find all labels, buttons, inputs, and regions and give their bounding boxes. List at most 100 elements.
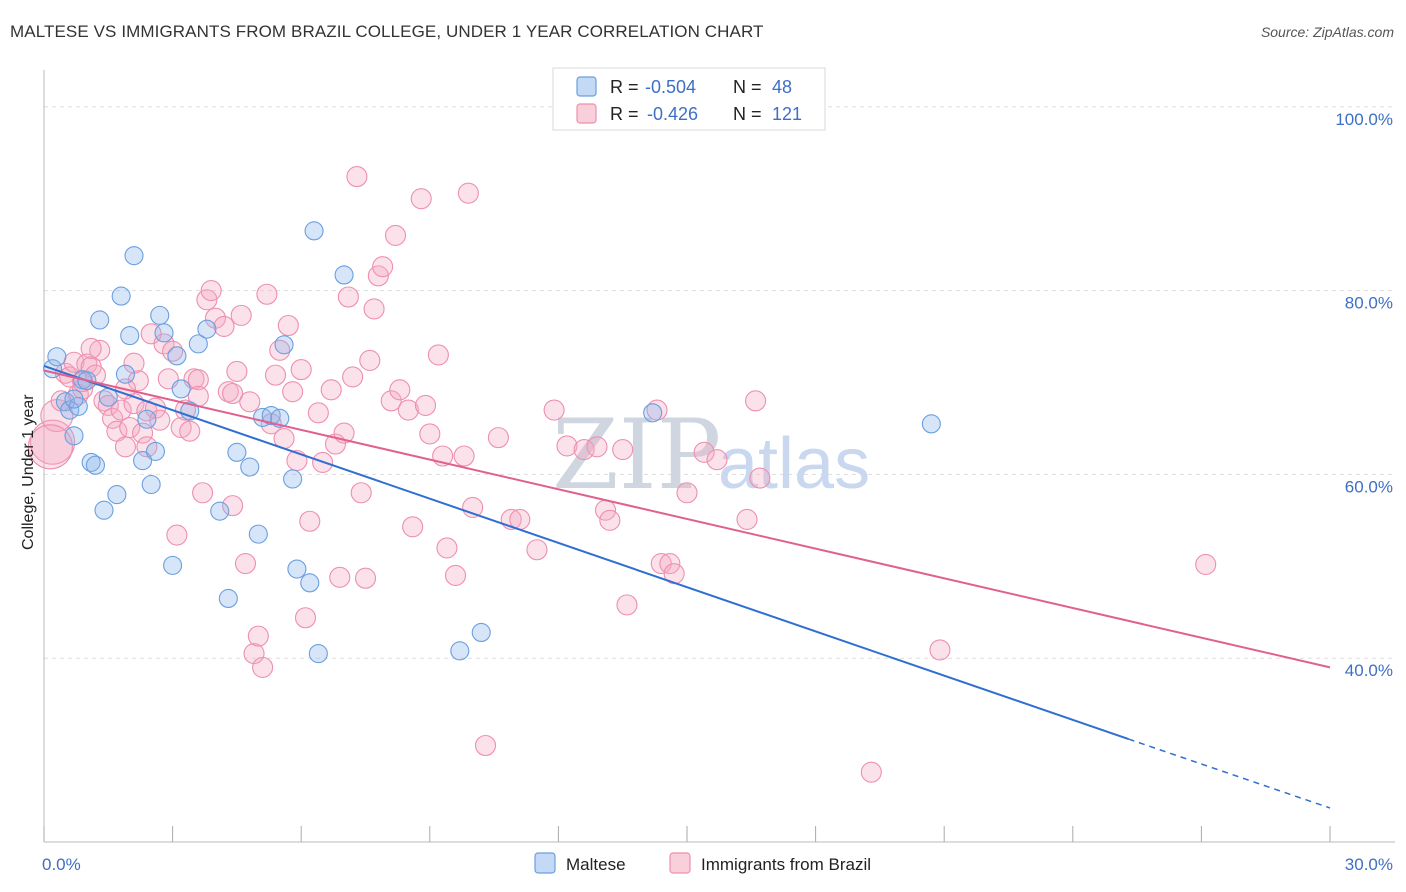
brazil-point bbox=[320, 379, 342, 401]
brazil-trend-line bbox=[43, 369, 1331, 669]
brazil-point bbox=[337, 286, 359, 308]
maltese-point bbox=[218, 588, 238, 609]
brazil-point bbox=[307, 402, 329, 424]
maltese-point bbox=[308, 644, 328, 664]
brazil-point bbox=[350, 482, 372, 504]
brazil-point bbox=[252, 656, 274, 678]
maltese-point bbox=[274, 335, 294, 355]
brazil-point bbox=[616, 594, 638, 616]
brazil-point bbox=[346, 166, 368, 188]
bottom-legend-swatch-maltese bbox=[534, 852, 556, 874]
maltese-point bbox=[163, 555, 183, 575]
maltese-point bbox=[304, 221, 324, 241]
brazil-point bbox=[612, 439, 634, 461]
maltese-point bbox=[94, 500, 114, 520]
y-tick-label: 80.0% bbox=[1345, 294, 1393, 313]
brazil-point bbox=[290, 359, 312, 381]
y-axis-title: College, Under 1 year bbox=[20, 394, 37, 550]
maltese-point bbox=[141, 474, 161, 495]
brazil-point bbox=[410, 188, 432, 210]
brazil-point bbox=[277, 314, 299, 337]
maltese-point bbox=[137, 409, 157, 429]
brazil-point bbox=[436, 537, 458, 559]
brazil-point bbox=[222, 495, 244, 517]
trend-lines bbox=[43, 364, 1331, 809]
tick-labels: 40.0% 60.0% 80.0% 100.0% 0.0% 30.0% bbox=[42, 110, 1393, 874]
brazil-point bbox=[659, 552, 681, 575]
brazil-point bbox=[573, 439, 595, 461]
brazil-point bbox=[282, 381, 304, 403]
legend-r-label-1: R = bbox=[610, 77, 639, 97]
brazil-point bbox=[526, 539, 548, 561]
source-label: Source: ZipAtlas.com bbox=[1260, 24, 1394, 40]
brazil-point bbox=[487, 427, 509, 449]
maltese-point bbox=[154, 323, 174, 343]
brazil-point bbox=[119, 416, 141, 439]
brazil-point bbox=[599, 509, 621, 531]
y-tick-label: 60.0% bbox=[1345, 477, 1393, 496]
brazil-point bbox=[200, 280, 222, 302]
y-tick-label: 100.0% bbox=[1335, 110, 1393, 129]
brazil-point bbox=[27, 424, 73, 470]
brazil-point bbox=[363, 298, 385, 320]
maltese-point bbox=[150, 305, 170, 325]
brazil-point bbox=[102, 407, 124, 429]
brazil-point bbox=[359, 349, 381, 371]
maltese-point bbox=[240, 457, 260, 477]
maltese-point bbox=[450, 641, 470, 661]
maltese-point bbox=[167, 346, 187, 366]
bottom-legend-swatch-brazil bbox=[669, 852, 691, 874]
y-tick-label: 40.0% bbox=[1345, 661, 1393, 680]
brazil-point bbox=[402, 516, 424, 538]
maltese-trend-line bbox=[43, 364, 1129, 741]
legend-swatch-maltese bbox=[576, 76, 597, 97]
maltese-point bbox=[227, 442, 247, 462]
brazil-point bbox=[294, 607, 317, 629]
brazil-point bbox=[153, 333, 175, 355]
maltese-point bbox=[47, 347, 67, 367]
maltese-point bbox=[197, 319, 217, 339]
brazil-point bbox=[736, 508, 758, 530]
maltese-trend-extension bbox=[1128, 738, 1331, 809]
brazil-point bbox=[860, 761, 882, 783]
legend-n-value-1: 48 bbox=[772, 77, 792, 97]
maltese-point bbox=[64, 389, 84, 409]
brazil-point bbox=[543, 399, 565, 421]
brazil-point bbox=[556, 435, 578, 457]
maltese-point bbox=[85, 455, 105, 475]
maltese-point bbox=[107, 485, 127, 505]
brazil-point bbox=[929, 639, 951, 661]
brazil-point bbox=[247, 625, 269, 647]
grid-lines bbox=[44, 106, 1395, 659]
brazil-point bbox=[84, 364, 106, 386]
bottom-legend: Maltese Immigrants from Brazil bbox=[534, 852, 871, 874]
legend-box: R = -0.504 N = 48 R = -0.426 N = 121 bbox=[552, 67, 826, 131]
maltese-point bbox=[90, 310, 110, 330]
chart-title: MALTESE VS IMMIGRANTS FROM BRAZIL COLLEG… bbox=[10, 22, 764, 41]
brazil-point bbox=[239, 391, 261, 413]
brazil-point bbox=[749, 467, 771, 489]
brazil-point bbox=[179, 420, 201, 442]
brazil-point bbox=[646, 399, 668, 421]
brazil-point bbox=[397, 399, 419, 421]
legend-n-label-1: N = bbox=[733, 77, 762, 97]
brazil-point bbox=[256, 283, 278, 305]
brazil-point bbox=[389, 379, 411, 401]
brazil-point bbox=[80, 337, 102, 360]
maltese-point bbox=[334, 265, 354, 285]
brazil-point bbox=[89, 339, 111, 361]
maltese-point bbox=[188, 334, 208, 354]
brazil-point bbox=[354, 567, 377, 589]
brazil-point bbox=[170, 416, 192, 439]
maltese-point bbox=[64, 426, 84, 446]
brazil-point bbox=[419, 423, 441, 445]
brazil-point bbox=[187, 369, 209, 391]
maltese-point bbox=[471, 622, 491, 643]
brazil-point bbox=[192, 482, 214, 504]
bottom-legend-maltese: Maltese bbox=[566, 855, 626, 874]
brazil-point bbox=[30, 419, 76, 465]
watermark-zip: ZIP bbox=[552, 399, 721, 511]
maltese-point bbox=[171, 379, 191, 399]
brazil-point bbox=[380, 390, 402, 412]
brazil-point bbox=[693, 441, 715, 463]
